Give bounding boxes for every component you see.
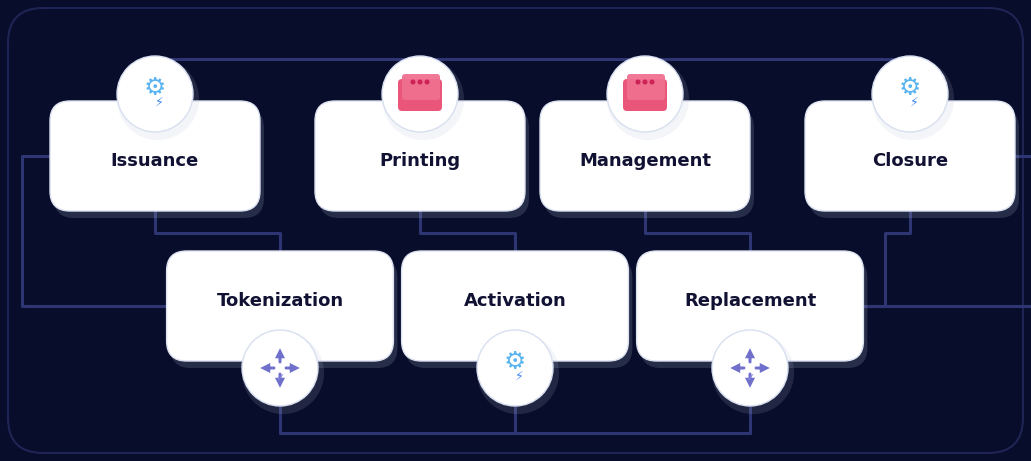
Circle shape xyxy=(242,330,318,406)
FancyBboxPatch shape xyxy=(636,251,863,361)
Text: Printing: Printing xyxy=(379,152,461,170)
FancyBboxPatch shape xyxy=(544,108,754,218)
FancyArrow shape xyxy=(733,365,744,371)
Text: Activation: Activation xyxy=(464,292,566,310)
Circle shape xyxy=(383,56,458,132)
Text: ⚡: ⚡ xyxy=(909,95,919,108)
FancyBboxPatch shape xyxy=(315,101,525,211)
Text: Tokenization: Tokenization xyxy=(217,292,343,310)
FancyArrow shape xyxy=(277,374,282,385)
FancyBboxPatch shape xyxy=(49,101,260,211)
FancyBboxPatch shape xyxy=(398,79,442,111)
Text: ✓: ✓ xyxy=(275,373,285,383)
FancyBboxPatch shape xyxy=(805,101,1015,211)
Circle shape xyxy=(607,56,683,132)
Circle shape xyxy=(650,79,655,84)
Text: Replacement: Replacement xyxy=(684,292,817,310)
FancyBboxPatch shape xyxy=(627,74,665,100)
Text: ⚡: ⚡ xyxy=(155,95,163,108)
FancyBboxPatch shape xyxy=(809,108,1019,218)
Text: ⚙: ⚙ xyxy=(504,350,526,374)
FancyArrow shape xyxy=(756,365,767,371)
Text: Closure: Closure xyxy=(872,152,949,170)
FancyBboxPatch shape xyxy=(623,79,667,111)
FancyBboxPatch shape xyxy=(640,258,867,368)
FancyArrow shape xyxy=(263,365,274,371)
Circle shape xyxy=(642,79,647,84)
Circle shape xyxy=(635,79,640,84)
Circle shape xyxy=(418,79,423,84)
Circle shape xyxy=(872,56,947,132)
Text: ⚡: ⚡ xyxy=(514,370,524,383)
Circle shape xyxy=(425,79,430,84)
Circle shape xyxy=(712,332,794,414)
FancyBboxPatch shape xyxy=(540,101,750,211)
Text: Issuance: Issuance xyxy=(111,152,199,170)
Circle shape xyxy=(410,79,415,84)
Text: ✓: ✓ xyxy=(745,373,755,383)
FancyArrow shape xyxy=(747,351,753,362)
Text: ⚙: ⚙ xyxy=(143,76,166,100)
FancyBboxPatch shape xyxy=(402,74,440,100)
Circle shape xyxy=(477,332,559,414)
FancyArrow shape xyxy=(286,365,297,371)
Circle shape xyxy=(117,58,199,140)
FancyBboxPatch shape xyxy=(167,251,394,361)
Circle shape xyxy=(117,56,193,132)
FancyBboxPatch shape xyxy=(54,108,264,218)
Circle shape xyxy=(381,58,464,140)
Text: Management: Management xyxy=(579,152,711,170)
Text: ⚙: ⚙ xyxy=(899,76,921,100)
Circle shape xyxy=(712,330,788,406)
Circle shape xyxy=(242,332,324,414)
FancyArrow shape xyxy=(277,351,282,362)
FancyBboxPatch shape xyxy=(405,258,632,368)
Circle shape xyxy=(477,330,553,406)
Circle shape xyxy=(607,58,689,140)
FancyArrow shape xyxy=(747,374,753,385)
FancyBboxPatch shape xyxy=(402,251,629,361)
FancyBboxPatch shape xyxy=(319,108,529,218)
Circle shape xyxy=(872,58,954,140)
FancyBboxPatch shape xyxy=(170,258,397,368)
